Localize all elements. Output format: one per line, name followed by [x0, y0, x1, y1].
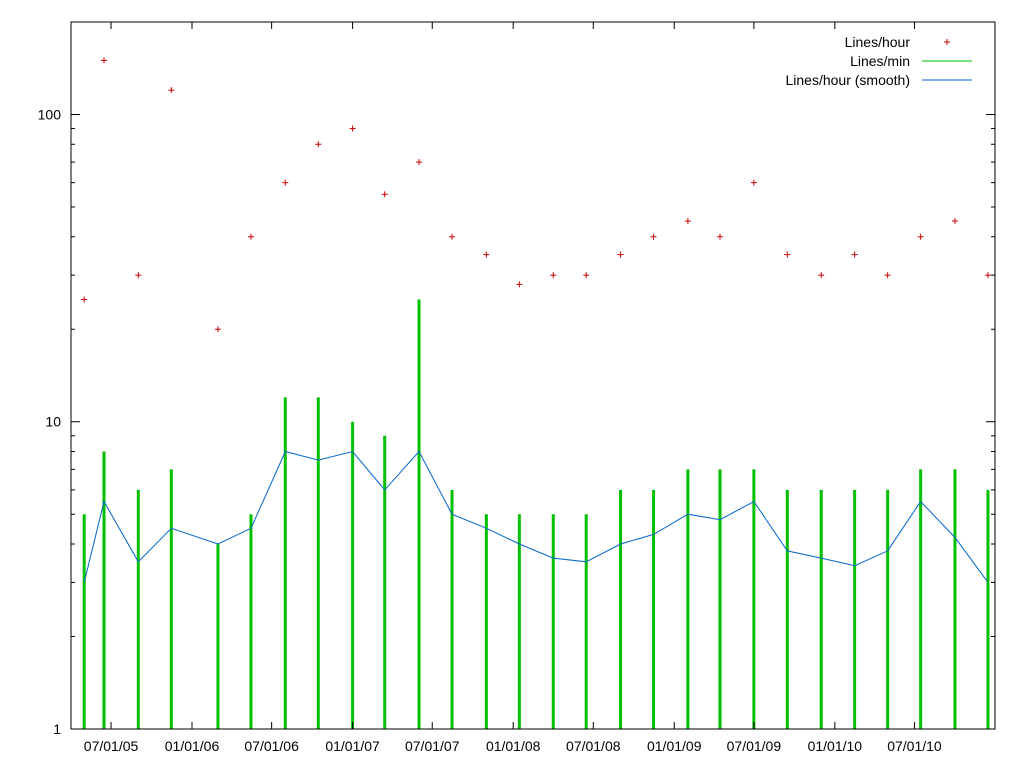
point-mark: [650, 233, 657, 240]
point-mark: [951, 218, 958, 225]
plot-frame: [70, 21, 996, 730]
x-tick-label: 07/01/10: [887, 738, 942, 754]
point-mark: [884, 272, 891, 279]
x-tick-label: 01/01/07: [325, 738, 380, 754]
x-tick-label: 07/01/05: [84, 738, 139, 754]
x-tick-label: 07/01/08: [566, 738, 621, 754]
x-tick-label: 01/01/08: [486, 738, 541, 754]
point-mark: [684, 218, 691, 225]
point-mark: [851, 251, 858, 258]
point-mark: [818, 272, 825, 279]
point-mark: [282, 179, 289, 186]
y-tick-label: 1: [53, 721, 61, 737]
series-lines-per-hour-smooth: [83, 450, 989, 583]
x-tick-label: 01/01/06: [165, 738, 220, 754]
point-mark: [81, 296, 88, 303]
legend-label: Lines/hour (smooth): [785, 72, 910, 88]
series-lines-per-min: [82, 299, 990, 729]
point-mark: [583, 272, 590, 279]
y-axis: 1 10 100: [38, 21, 995, 737]
point-mark: [214, 326, 221, 333]
point-mark: [416, 159, 423, 166]
point-mark: [247, 233, 254, 240]
x-tick-label: 01/01/10: [808, 738, 863, 754]
x-tick-label: 07/01/06: [244, 738, 299, 754]
point-mark: [516, 281, 523, 288]
point-mark: [483, 251, 490, 258]
y-tick-label: 100: [38, 106, 62, 122]
plot-border: [70, 21, 996, 730]
legend: Lines/hour Lines/min Lines/hour (smooth): [785, 34, 972, 88]
point-mark: [717, 233, 723, 240]
point-mark: [784, 251, 791, 258]
x-tick-label: 07/01/07: [405, 738, 460, 754]
y-tick-label: 10: [45, 414, 61, 430]
point-mark: [449, 233, 456, 240]
point-mark: [315, 141, 322, 148]
point-mark: [349, 125, 356, 132]
point-mark: [101, 57, 107, 64]
point-mark: [984, 272, 991, 279]
point-mark: [381, 191, 388, 198]
point-mark: [750, 179, 757, 186]
point-mark: [617, 251, 624, 258]
point-mark: [917, 233, 924, 240]
legend-label: Lines/hour: [845, 34, 911, 50]
smooth-line: [83, 450, 989, 583]
x-tick-label: 01/01/09: [647, 738, 702, 754]
series-lines-per-hour: [81, 57, 991, 333]
x-tick-label: 07/01/09: [727, 738, 782, 754]
point-mark: [550, 272, 557, 279]
legend-label: Lines/min: [850, 53, 910, 69]
point-mark: [135, 272, 142, 279]
point-mark: [168, 87, 175, 94]
x-axis: 07/01/05 01/01/06 07/01/06 01/01/07 07/01/07…: [84, 22, 942, 754]
